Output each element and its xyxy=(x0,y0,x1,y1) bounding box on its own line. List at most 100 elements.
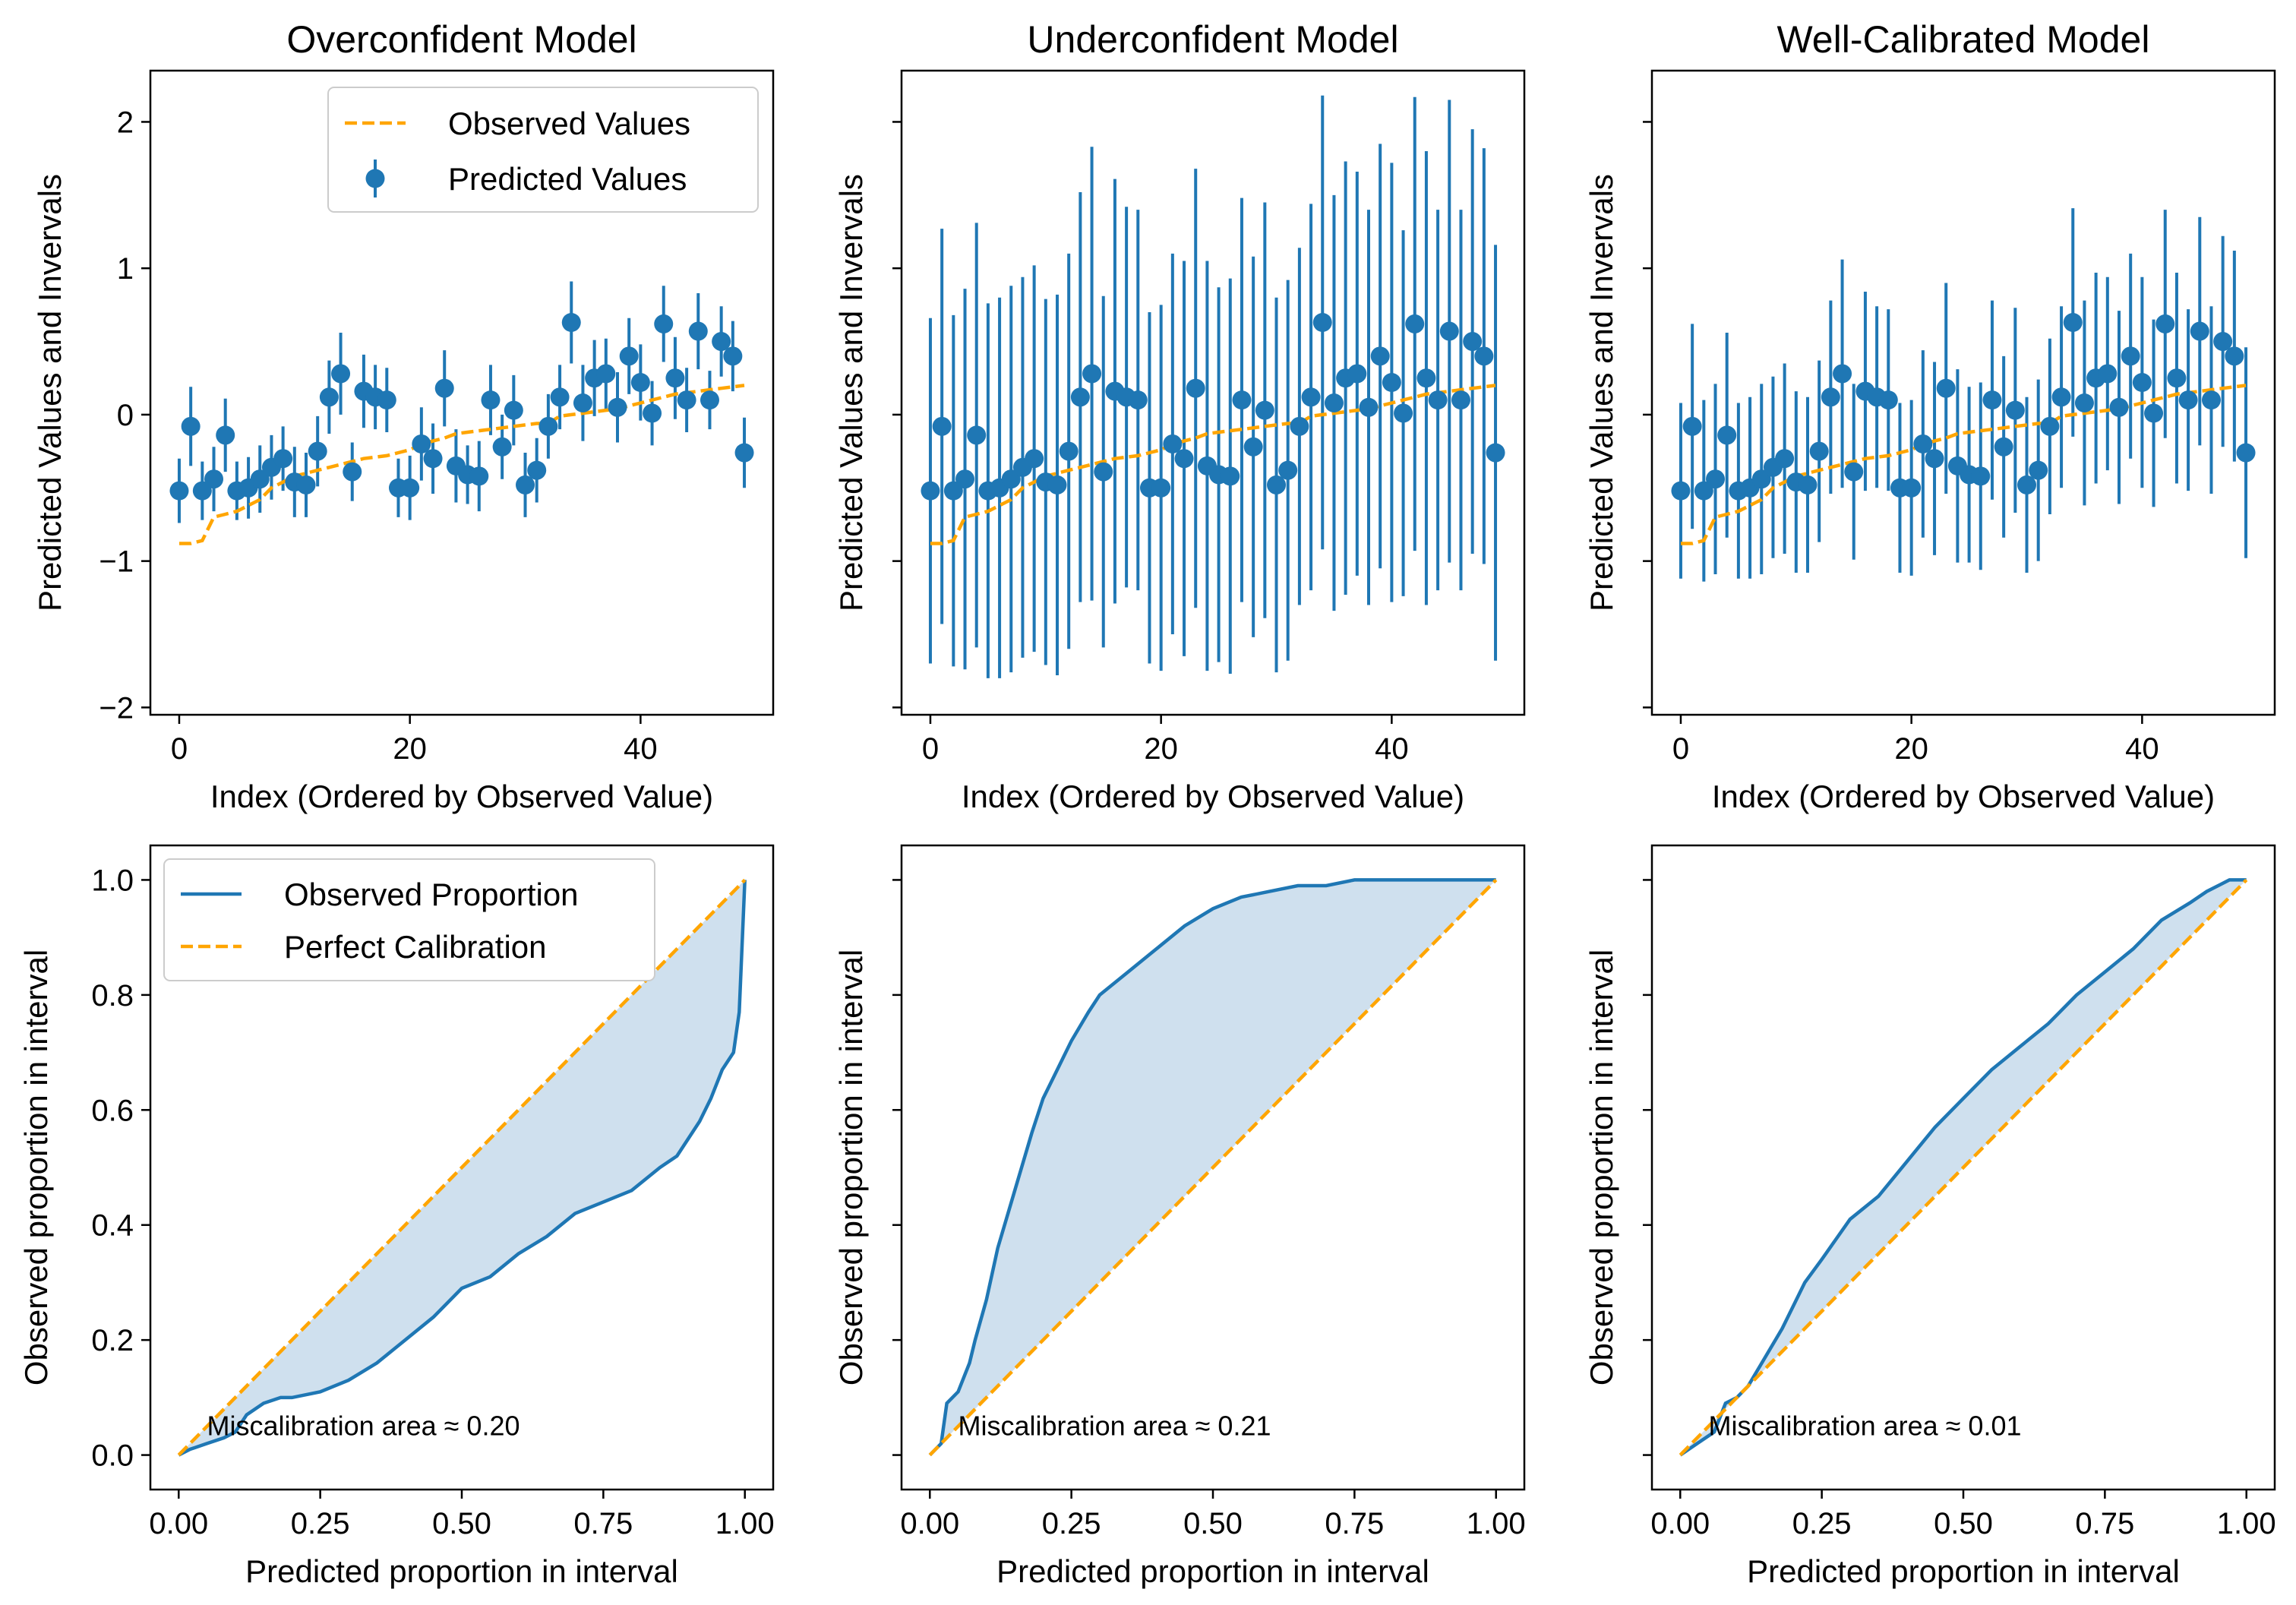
predicted-point xyxy=(2005,400,2025,420)
predicted-point xyxy=(1232,390,1252,410)
predicted-point xyxy=(1359,397,1379,417)
y-axis-label: Predicted Values and Invervals xyxy=(1584,174,1619,611)
predicted-point xyxy=(296,475,316,494)
predicted-point xyxy=(492,437,512,457)
miscalibration-annotation: Miscalibration area ≈ 0.01 xyxy=(1709,1411,2022,1442)
x-tick-label: 0.00 xyxy=(1650,1507,1710,1540)
panel-title: Overconfident Model xyxy=(286,18,636,61)
x-tick-label: 40 xyxy=(2125,732,2159,766)
y-tick-label: 0 xyxy=(117,399,134,432)
predicted-point xyxy=(573,393,592,412)
predicted-point xyxy=(932,416,952,436)
panel-5: Miscalibration area ≈ 0.21 0.00 0.25 0.50 0.… xyxy=(833,844,1526,1589)
x-axis-label: Predicted proportion in interval xyxy=(1747,1553,2180,1589)
panel-4: Miscalibration area ≈ 0.20 0.00 0.25 0.50 0.… xyxy=(18,844,775,1589)
legend-label: Perfect Calibration xyxy=(284,929,547,965)
y-tick-label: −2 xyxy=(99,691,134,725)
predicted-point xyxy=(665,368,685,388)
predicted-point xyxy=(1312,312,1332,332)
x-tick-label: 0.25 xyxy=(1042,1507,1101,1540)
predicted-point xyxy=(331,364,351,384)
perfect-calibration-line xyxy=(1679,878,2248,1457)
predicted-point xyxy=(550,387,570,407)
predicted-point xyxy=(377,390,396,410)
predicted-point xyxy=(216,425,235,445)
predicted-point xyxy=(643,403,662,423)
axes-frame xyxy=(1650,69,2276,716)
predicted-point xyxy=(400,478,420,498)
y-axis-label: Observed proportion in interval xyxy=(1584,949,1619,1385)
predicted-point xyxy=(1671,481,1691,501)
predicted-point xyxy=(921,481,940,501)
predicted-point xyxy=(2213,332,2233,352)
perfect-calibration-line xyxy=(928,878,1498,1457)
predicted-point xyxy=(2121,346,2140,366)
predicted-point xyxy=(2201,390,2221,410)
predicted-point xyxy=(1717,425,1737,445)
predicted-point xyxy=(2109,397,2129,417)
x-axis-label: Index (Ordered by Observed Value) xyxy=(1712,779,2215,814)
predicted-point xyxy=(1439,321,1459,341)
predicted-point xyxy=(1994,437,2013,457)
predicted-point xyxy=(2144,403,2164,423)
predicted-point xyxy=(1382,373,1401,393)
x-tick-label: 0.75 xyxy=(573,1507,633,1540)
y-tick-label: 0.2 xyxy=(91,1324,134,1357)
predicted-point xyxy=(1798,475,1818,494)
predicted-point xyxy=(1278,460,1298,480)
x-axis-label: Predicted proportion in interval xyxy=(996,1553,1429,1589)
x-tick-label: 0 xyxy=(922,732,939,766)
x-tick-label: 0.25 xyxy=(1792,1507,1852,1540)
predicted-point xyxy=(1474,346,1494,366)
x-tick-label: 20 xyxy=(1144,732,1178,766)
predicted-point xyxy=(1902,478,1922,498)
predicted-point xyxy=(1186,378,1205,398)
plot-area xyxy=(1671,208,2256,582)
predicted-point xyxy=(1428,390,1448,410)
predicted-point xyxy=(1025,449,1044,469)
observed-values-line xyxy=(1681,384,2247,545)
predicted-point xyxy=(2155,314,2175,333)
predicted-point xyxy=(181,416,201,436)
x-tick-label: 0.00 xyxy=(900,1507,959,1540)
y-tick-label: 0.0 xyxy=(91,1439,134,1473)
predicted-point xyxy=(1243,437,1263,457)
y-tick-label: 0.6 xyxy=(91,1094,134,1127)
predicted-point xyxy=(2029,460,2048,480)
predicted-point xyxy=(343,462,362,482)
predicted-point xyxy=(273,449,293,469)
x-tick-label: 20 xyxy=(1894,732,1928,766)
predicted-point xyxy=(516,475,535,494)
predicted-point xyxy=(1151,478,1171,498)
legend-box xyxy=(163,858,655,981)
predicted-point xyxy=(1844,462,1864,482)
predicted-point xyxy=(504,400,523,420)
predicted-point xyxy=(469,466,489,486)
predicted-point xyxy=(712,332,731,352)
y-axis-label: Predicted Values and Invervals xyxy=(833,174,869,611)
predicted-point xyxy=(1833,364,1852,384)
plot-area xyxy=(921,95,1505,678)
predicted-point xyxy=(1128,390,1148,410)
y-axis-label: Observed proportion in interval xyxy=(18,949,54,1385)
predicted-point xyxy=(608,397,627,417)
observed-proportion-line xyxy=(178,880,747,1457)
predicted-point xyxy=(169,481,189,501)
y-tick-label: 2 xyxy=(117,106,134,139)
predicted-point xyxy=(619,346,639,366)
plot-area xyxy=(169,281,754,545)
predicted-point xyxy=(1405,314,1425,333)
x-tick-label: 0.25 xyxy=(291,1507,350,1540)
axes-frame xyxy=(149,69,775,716)
y-axis-label: Observed proportion in interval xyxy=(833,949,869,1385)
predicted-point xyxy=(1775,449,1795,469)
predicted-point xyxy=(1324,393,1344,412)
predicted-point xyxy=(2063,312,2083,332)
x-axis-label: Index (Ordered by Observed Value) xyxy=(962,779,1464,814)
predicted-point xyxy=(1047,475,1067,494)
predicted-point xyxy=(1751,469,1771,489)
predicted-point xyxy=(250,469,270,489)
x-axis-label: Predicted proportion in interval xyxy=(245,1553,678,1589)
predicted-point xyxy=(1094,462,1113,482)
predicted-point xyxy=(527,460,547,480)
